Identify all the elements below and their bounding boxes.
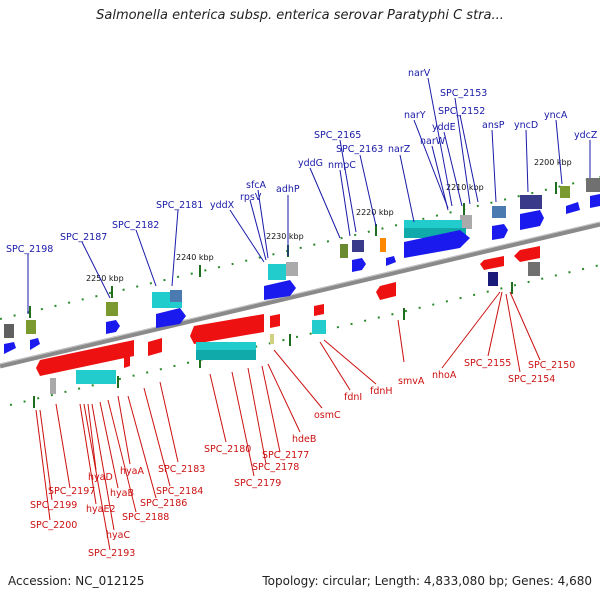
gene-label-top: yddG: [298, 158, 323, 169]
bottom-gene-labels: smvA nhoA SPC_2155 SPC_2150 SPC_2154 fdn…: [30, 358, 575, 559]
tick-label-2250: 2250 kbp: [86, 274, 124, 283]
gene-label-top: narW: [420, 136, 446, 147]
gene-label-top: narV: [408, 68, 431, 79]
gene-label-top: SPC_2198: [6, 244, 53, 255]
gene-label-top: SPC_2187: [60, 232, 107, 243]
gene-label-bottom: hyaC: [106, 530, 130, 541]
gene-label-bottom: SPC_2186: [140, 498, 187, 509]
gene-label-top: narZ: [388, 144, 411, 155]
gene-label-bottom: SPC_2155: [464, 358, 511, 369]
gene-label-top: yddX: [210, 200, 235, 211]
gene-label-top: adhP: [276, 184, 300, 195]
gene-label-top: yncD: [514, 120, 538, 131]
accession-text: Accession: NC_012125: [8, 574, 145, 588]
top-leader-lines: [27, 77, 591, 314]
gene-label-bottom: SPC_2200: [30, 520, 77, 531]
gene-label-bottom: hyaD: [88, 472, 113, 483]
tick-label-2240: 2240 kbp: [176, 253, 214, 262]
gene-label-bottom: fdnI: [344, 392, 362, 403]
gene-label-bottom: fdnH: [370, 386, 393, 397]
gene-label-top: SPC_2165: [314, 130, 361, 141]
gene-label-top: SPC_2153: [440, 88, 487, 99]
backbone-highlight: [0, 221, 600, 365]
gene-label-bottom: SPC_2178: [252, 462, 299, 473]
top-strand-features: [4, 178, 600, 354]
gene-label-top: narY: [404, 110, 426, 121]
gene-label-top: SPC_2182: [112, 220, 159, 231]
genome-summary: Topology: circular; Length: 4,833,080 bp…: [262, 574, 592, 588]
map-title: Salmonella enterica subsp. enterica sero…: [96, 8, 504, 23]
tick-label-2210: 2210 kbp: [446, 183, 484, 192]
gene-label-top: yddE: [432, 122, 456, 133]
gene-label-bottom: SPC_2150: [528, 360, 575, 371]
tick-label-2200: 2200 kbp: [534, 158, 572, 167]
gene-label-bottom: SPC_2179: [234, 478, 281, 489]
gene-label-top: nmpC: [328, 160, 356, 171]
gene-label-bottom: osmC: [314, 410, 341, 421]
gene-label-bottom: SPC_2180: [204, 444, 251, 455]
gene-label-top: SPC_2163: [336, 144, 383, 155]
gene-label-top: SPC_2152: [438, 106, 485, 117]
tick-label-2220: 2220 kbp: [356, 208, 394, 217]
gene-label-bottom: smvA: [398, 376, 425, 387]
gene-label-bottom: SPC_2193: [88, 548, 135, 559]
gene-label-bottom: hyaB: [110, 488, 134, 499]
gene-label-bottom: hdeB: [292, 434, 316, 445]
gene-label-top: ansP: [482, 120, 505, 131]
bottom-strand-features: [36, 246, 540, 394]
gene-label-top: rpsV: [240, 192, 262, 203]
gene-label-bottom: SPC_2154: [508, 374, 555, 385]
upper-dotted-line: [0, 176, 600, 320]
genome-backbone: [0, 221, 600, 369]
lower-dotted-line: [9, 264, 600, 406]
gene-label-top: ydcZ: [574, 130, 598, 141]
gene-label-bottom: SPC_2177: [262, 450, 309, 461]
gene-label-top: SPC_2181: [156, 200, 203, 211]
gene-label-bottom: SPC_2199: [30, 500, 77, 511]
gene-label-bottom: SPC_2197: [48, 486, 95, 497]
bottom-leader-lines: [35, 291, 541, 551]
tick-label-2230: 2230 kbp: [266, 232, 304, 241]
gene-label-top: sfcA: [246, 180, 267, 191]
gene-label-bottom: SPC_2188: [122, 512, 169, 523]
gene-label-bottom: SPC_2183: [158, 464, 205, 475]
gene-label-top: yncA: [544, 110, 568, 121]
tick-marks: [29, 182, 557, 408]
gene-label-bottom: nhoA: [432, 370, 457, 381]
gene-label-bottom: hyaE2: [86, 504, 116, 515]
top-gene-labels: narV SPC_2153 narY SPC_2152 yddE ansP yn…: [6, 68, 598, 255]
gene-label-bottom: hyaA: [120, 466, 144, 477]
gene-label-bottom: SPC_2184: [156, 486, 203, 497]
